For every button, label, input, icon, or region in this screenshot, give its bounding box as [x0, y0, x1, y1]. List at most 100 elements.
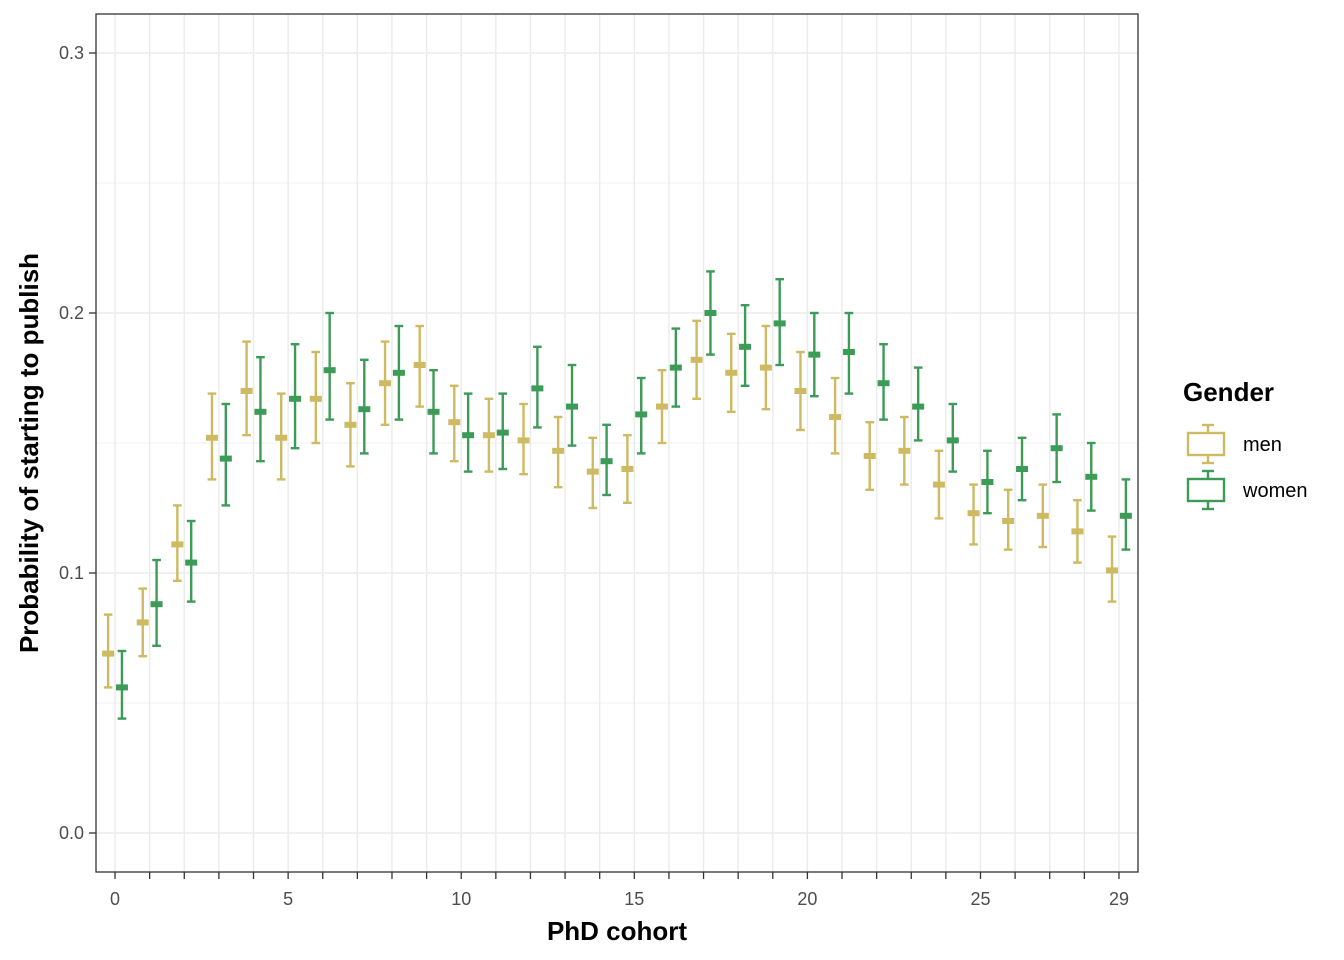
errorbar-women — [1050, 413, 1063, 484]
errorbar-men — [102, 613, 115, 689]
point-estimate — [669, 364, 682, 371]
point-estimate — [448, 419, 461, 426]
errorbar-men — [205, 392, 218, 481]
legend-label-men: men — [1243, 434, 1282, 456]
series-men — [102, 319, 1119, 689]
point-estimate — [808, 351, 821, 358]
y-axis-title: Probability of starting to publish — [14, 253, 44, 653]
errorbar-women — [635, 376, 648, 455]
point-estimate — [392, 369, 405, 376]
legend-key-women — [1186, 469, 1226, 511]
errorbar-men — [344, 382, 357, 468]
errorbar-men — [171, 504, 184, 582]
errorbar-women — [669, 327, 682, 408]
point-estimate — [725, 369, 738, 376]
point-estimate — [115, 684, 128, 691]
grid-lines — [96, 14, 1138, 872]
point-estimate — [1071, 528, 1084, 535]
errorbar-women — [392, 324, 405, 421]
errorbar-men — [275, 392, 288, 481]
errorbar-women — [219, 402, 232, 507]
errorbar-men — [136, 587, 149, 658]
point-estimate — [759, 364, 772, 371]
point-estimate — [1002, 518, 1015, 524]
legend-key-box — [1186, 431, 1226, 457]
point-estimate — [794, 388, 807, 394]
legend-title: Gender — [1183, 377, 1274, 407]
point-estimate — [379, 380, 392, 387]
errorbar-women — [496, 392, 509, 471]
errorbar-men — [656, 369, 669, 445]
point-estimate — [565, 403, 578, 410]
errorbar-men — [621, 434, 634, 504]
point-estimate — [531, 385, 544, 392]
y-tick-label: 0.2 — [59, 303, 84, 323]
point-estimate — [289, 395, 302, 402]
errorbar-women — [600, 423, 613, 497]
point-estimate — [171, 541, 184, 548]
point-estimate — [863, 453, 876, 459]
point-estimate — [413, 362, 426, 368]
point-estimate — [517, 437, 530, 444]
point-estimate — [842, 349, 855, 355]
point-estimate — [704, 310, 717, 316]
errorbar-women — [565, 363, 578, 447]
errorbar-women — [981, 449, 994, 515]
errorbar-men — [898, 415, 911, 486]
point-estimate — [219, 455, 232, 462]
errorbar-men — [552, 415, 565, 489]
point-estimate — [912, 403, 925, 410]
errorbar-women — [1016, 436, 1029, 502]
point-estimate — [635, 411, 648, 418]
point-estimate — [552, 447, 565, 454]
point-estimate — [690, 356, 703, 363]
legend-key-box — [1186, 477, 1226, 503]
errorbar-men — [759, 324, 772, 411]
errorbar-men — [517, 402, 530, 476]
x-tick-label: 15 — [624, 889, 644, 909]
errorbar-women — [115, 649, 128, 720]
errorbar-men — [690, 319, 703, 400]
errorbar-men — [240, 340, 253, 437]
errorbar-men — [586, 436, 599, 510]
errorbar-women — [531, 345, 544, 429]
point-estimate — [254, 408, 267, 415]
point-estimate — [1016, 466, 1029, 472]
errorbar-women — [289, 343, 302, 450]
y-tick-label: 0.3 — [59, 43, 84, 63]
errorbar-women — [358, 358, 371, 455]
legend-key-men — [1186, 423, 1226, 465]
errorbar-men — [863, 421, 876, 491]
errorbar-women — [773, 278, 786, 367]
errorbar-women — [877, 343, 890, 421]
point-estimate — [656, 403, 669, 410]
point-estimate — [275, 434, 288, 441]
point-estimate — [427, 408, 440, 415]
errorbar-men — [1036, 483, 1049, 549]
point-estimate — [150, 601, 163, 608]
x-tick-label: 5 — [283, 889, 293, 909]
point-estimate — [1119, 512, 1132, 519]
errorbar-men — [1106, 535, 1119, 603]
point-estimate — [1085, 473, 1098, 480]
errorbar-men — [967, 483, 980, 546]
errorbar-men — [725, 332, 738, 413]
point-estimate — [586, 468, 599, 475]
errorbar-women — [704, 270, 717, 356]
errorbar-women — [739, 304, 752, 387]
errorbar-men — [794, 350, 807, 432]
point-estimate — [185, 559, 198, 566]
point-estimate — [102, 650, 115, 657]
x-axis-title: PhD cohort — [547, 916, 687, 946]
series-layer — [102, 270, 1132, 720]
errorbar-women — [185, 519, 198, 603]
errorbar-men — [1071, 499, 1084, 564]
point-estimate — [967, 510, 980, 517]
errorbar-women — [150, 558, 163, 647]
point-estimate — [600, 458, 613, 465]
errorbar-women — [254, 356, 267, 463]
point-estimate — [621, 466, 634, 472]
point-estimate — [1106, 567, 1119, 574]
legend: Gender men women — [1183, 377, 1307, 511]
